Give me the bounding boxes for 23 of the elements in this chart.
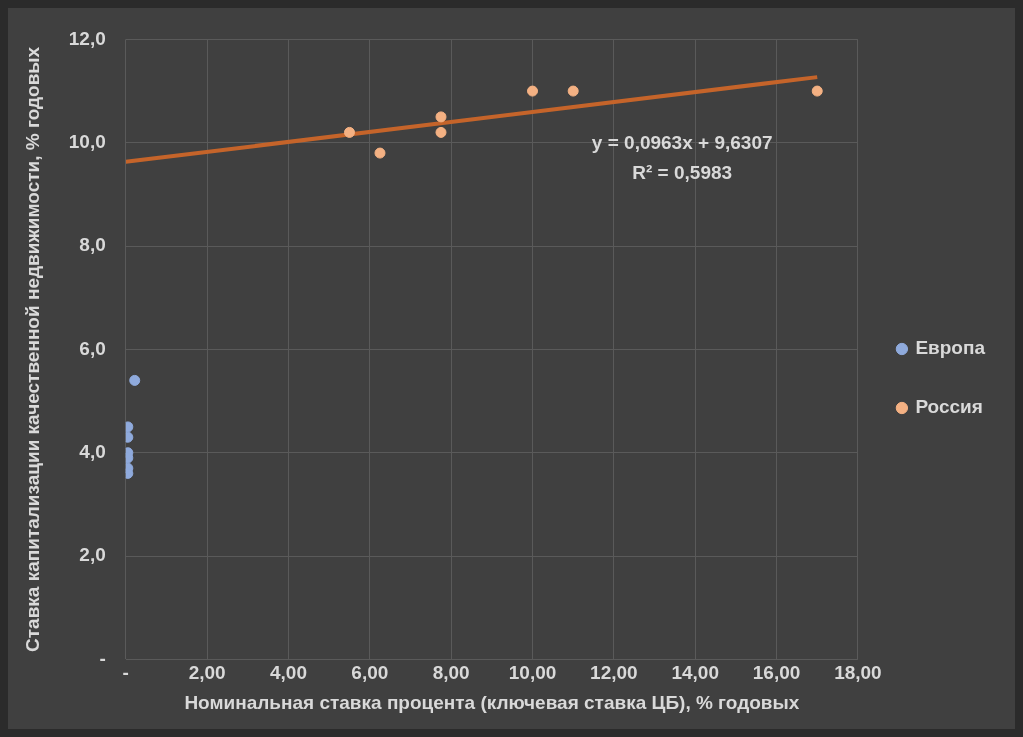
legend-label: Россия (915, 396, 983, 418)
x-tick-label: 4,00 (269, 662, 307, 684)
y-tick-label: 6,0 (79, 337, 106, 359)
y-tick-label: 10,0 (68, 130, 106, 152)
legend-label: Европа (915, 337, 986, 359)
x-tick-label: 6,00 (351, 662, 389, 684)
x-tick-label: 10,00 (508, 662, 557, 684)
y-axis-title: Ставка капитализации качественной недвижимости, % годовых (21, 46, 43, 652)
y-tick-label: - (99, 647, 106, 669)
x-tick-label: 2,00 (188, 662, 226, 684)
y-tick-label: 4,0 (79, 440, 106, 462)
x-tick-label: 12,00 (590, 662, 638, 684)
x-tick-label: 18,00 (834, 662, 882, 684)
x-tick-label: 14,00 (671, 662, 719, 684)
x-axis-title: Номинальная ставка процента (ключевая ставка ЦБ), % годовых (184, 691, 800, 713)
x-tick-label: 8,00 (432, 662, 470, 684)
x-tick-label: 16,00 (752, 662, 801, 684)
annotation: R² = 0,5983 (632, 162, 733, 184)
x-tick-label: - (122, 662, 129, 684)
y-tick-label: 2,0 (79, 544, 106, 566)
y-tick-label: 8,0 (79, 234, 106, 256)
y-tick-label: 12,0 (68, 27, 106, 49)
annotation: y = 0,0963x + 9,6307 (591, 132, 773, 154)
